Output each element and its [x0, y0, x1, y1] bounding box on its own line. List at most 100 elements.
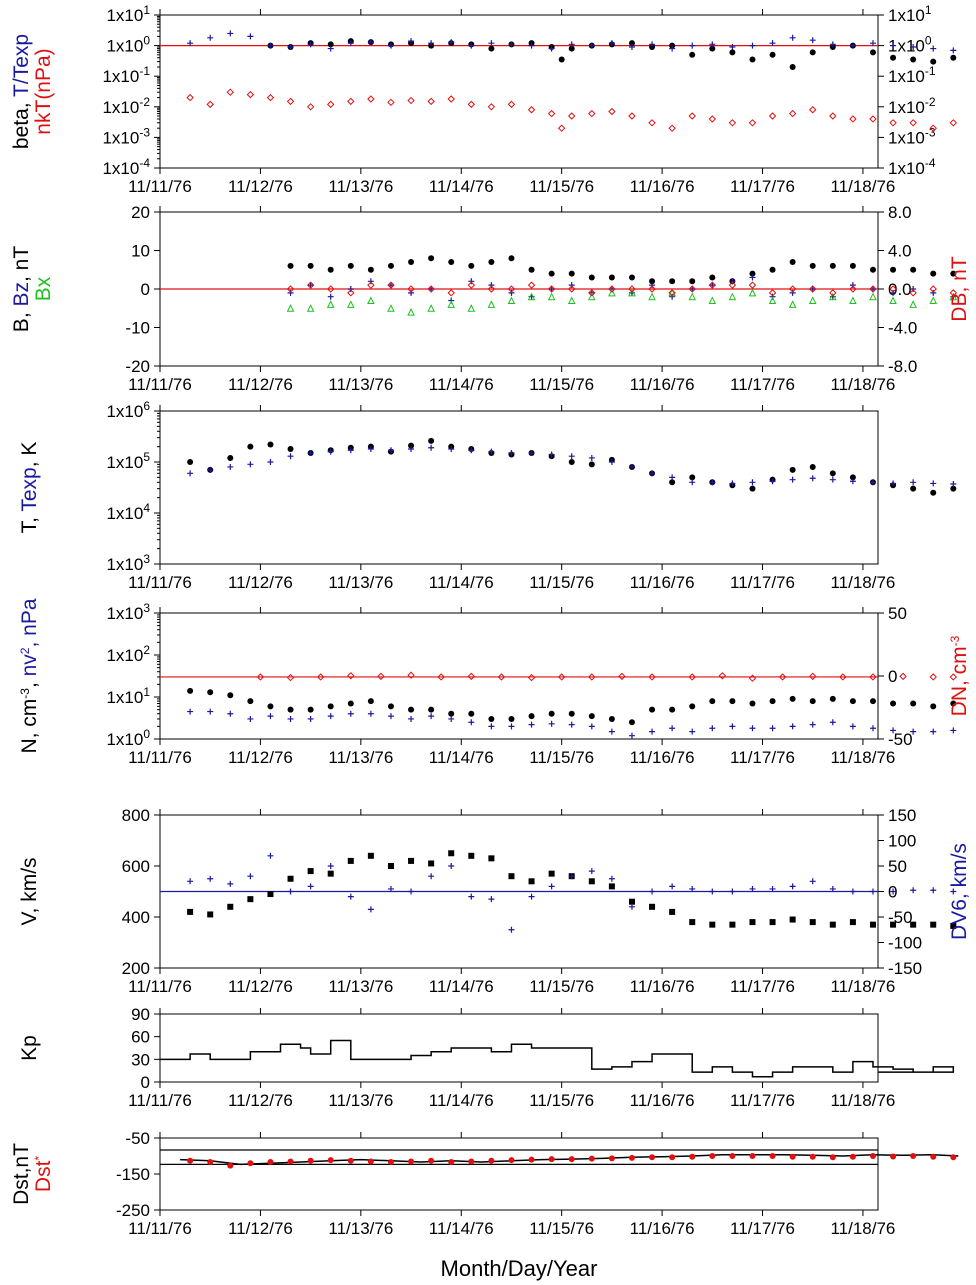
b-series-0-point	[347, 262, 354, 269]
b-series-0-point	[588, 274, 595, 281]
b-series-1-point	[307, 282, 314, 289]
beta-series-0-point	[789, 63, 796, 70]
kp-xtick-label: 11/12/76	[228, 1091, 293, 1110]
t-series-1-point	[307, 450, 314, 457]
n-series-0-point	[448, 710, 455, 717]
b-series-2-point	[808, 296, 817, 305]
n-series-0-point	[347, 700, 354, 707]
n-series-0-point	[729, 698, 736, 705]
v-series-0-point	[227, 903, 234, 910]
beta-series-1-point	[809, 37, 816, 44]
b-series-1-point	[488, 282, 495, 289]
n-series-1-point	[428, 713, 435, 720]
t-series-0-point	[408, 442, 415, 449]
b-ytick-label-right: -8.0	[888, 357, 917, 376]
beta-series-2-point	[648, 119, 656, 127]
b-series-1-point	[910, 286, 917, 292]
n-series-1-point	[829, 719, 836, 726]
b-series-2-point	[909, 300, 917, 308]
t-series-0-point	[267, 441, 274, 448]
b-series-1-point	[387, 282, 394, 289]
beta-series-1-point	[488, 40, 495, 47]
n-series-0-point	[910, 700, 917, 707]
dst-xtick-label: 11/16/76	[630, 1219, 695, 1238]
n-series-0-point	[327, 703, 334, 710]
v-series-1-point	[769, 885, 776, 892]
beta-series-2-point	[869, 115, 877, 123]
n-series-0-point	[408, 706, 415, 713]
b-series-2-point	[467, 304, 476, 312]
v-series-0-point	[207, 911, 214, 918]
n-series-1-point	[387, 713, 394, 720]
t-series-1-point	[689, 479, 696, 486]
t-series-0-point	[428, 437, 435, 444]
b-xtick-label: 11/12/76	[228, 375, 293, 394]
b-series-0-point	[890, 266, 897, 273]
t-series-1-point	[267, 459, 274, 465]
dst-series-1-point	[287, 1158, 294, 1165]
beta-xtick-label: 11/16/76	[630, 177, 695, 196]
t-xtick-label: 11/15/76	[529, 573, 594, 592]
b-series-1-point	[709, 282, 716, 289]
dst-ytick-label-left: -250	[116, 1201, 150, 1220]
t-series-1-point	[247, 461, 254, 468]
t-xtick-label: 11/17/76	[730, 573, 795, 592]
dst-series-1-point	[910, 1153, 917, 1159]
dst-xtick-label: 11/18/76	[830, 1219, 895, 1238]
v-series-1-point	[689, 885, 696, 892]
beta-series-1-point	[568, 41, 575, 48]
beta-series-1-point	[408, 38, 415, 45]
b-series-0-point	[769, 266, 776, 273]
dst-xtick-label: 11/14/76	[429, 1219, 494, 1238]
beta-xtick-label: 11/14/76	[429, 177, 494, 196]
beta-series-1-point	[628, 44, 635, 51]
kp-ylabel-left: Kp	[18, 1035, 41, 1061]
dst-xtick-label: 11/12/76	[228, 1219, 293, 1238]
v-ytick-label-left: 200	[122, 959, 150, 978]
n-series-2-point	[588, 673, 596, 681]
t-series-1-point	[608, 459, 615, 465]
b-ylabel-left2: Bx	[32, 276, 55, 301]
n-series-0-point	[849, 698, 856, 705]
t-series-1-point	[628, 463, 635, 470]
b-series-1-point	[568, 282, 575, 289]
dst-series-1-point	[207, 1159, 214, 1165]
t-series-0-point	[930, 489, 937, 496]
b-series-2-point	[929, 296, 938, 305]
dst-series-1-point	[749, 1153, 756, 1159]
beta-series-1-point	[890, 42, 897, 49]
b-series-1-point	[468, 278, 475, 285]
n-series-1-point	[709, 725, 716, 732]
beta-series-1-point	[307, 41, 314, 48]
t-series-0-point	[568, 459, 575, 465]
b-series-3-point	[628, 285, 636, 293]
n-series-0-point	[468, 710, 475, 717]
n-series-1-point	[408, 715, 415, 722]
dst-series-1-point	[950, 1154, 957, 1161]
t-series-1-point	[849, 478, 856, 485]
dst-xtick-label: 11/17/76	[730, 1219, 795, 1238]
n-series-0-point	[488, 715, 495, 722]
b-ytick-label-left: 0	[141, 280, 150, 299]
n-series-1-point	[809, 721, 816, 728]
beta-series-2-point	[748, 119, 757, 127]
dst-series-1-point	[528, 1156, 535, 1163]
n-series-2-point	[467, 672, 476, 681]
v-series-1-point	[809, 878, 816, 885]
dst-series-1-point	[347, 1157, 354, 1164]
t-series-1-point	[207, 466, 214, 473]
beta-series-2-point	[809, 106, 817, 114]
n-series-2-point	[527, 673, 536, 682]
t-series-0-point	[689, 474, 696, 481]
b-series-2-point	[326, 300, 335, 308]
n-series-1-point	[749, 725, 756, 732]
n-series-0-point	[428, 706, 435, 713]
beta-series-2-point	[728, 119, 737, 127]
beta-series-1-point	[428, 40, 435, 47]
t-series-1-point	[428, 444, 435, 451]
beta-xtick-label: 11/18/76	[830, 177, 895, 196]
v-series-1-point	[227, 880, 234, 887]
t-xtick-label: 11/11/76	[128, 573, 192, 592]
kp-xtick-label: 11/18/76	[830, 1091, 895, 1110]
b-series-0-point	[789, 259, 796, 266]
